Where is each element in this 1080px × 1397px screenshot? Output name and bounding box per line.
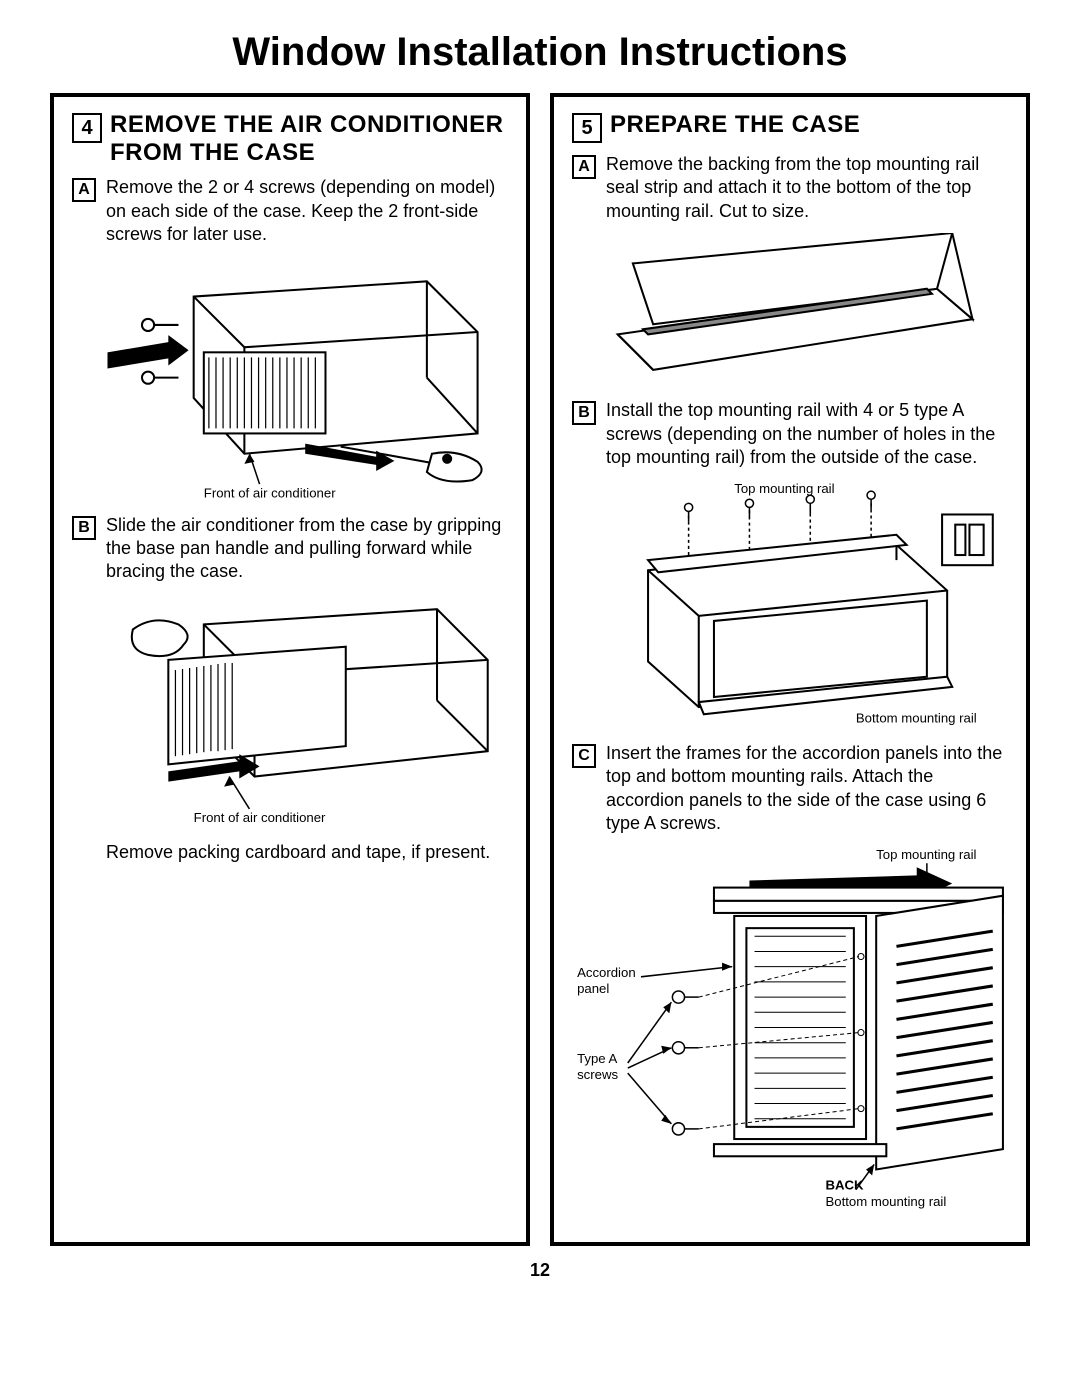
step-5-title: PREPARE THE CASE [610, 111, 860, 139]
substep-5A-text: Remove the backing from the top mounting… [606, 153, 1008, 223]
fig5c-accordion-label1: Accordion [577, 965, 636, 980]
section-4-heading: 4 REMOVE THE AIR CONDITIONER FROM THE CA… [72, 111, 508, 166]
substep-4A: A Remove the 2 or 4 screws (depending on… [72, 176, 508, 246]
substep-letter-B: B [72, 516, 96, 540]
substep-letter-A: A [72, 178, 96, 202]
step-4-number: 4 [72, 113, 102, 143]
page-title: Window Installation Instructions [50, 30, 1030, 75]
substep-5C: C Insert the frames for the accordion pa… [572, 742, 1008, 836]
fig4b-caption: Front of air conditioner [194, 810, 326, 825]
section-5-heading: 5 PREPARE THE CASE [572, 111, 1008, 143]
columns: 4 REMOVE THE AIR CONDITIONER FROM THE CA… [50, 93, 1030, 1246]
substep-5B-text: Install the top mounting rail with 4 or … [606, 399, 1008, 469]
substep-5C-text: Insert the frames for the accordion pane… [606, 742, 1008, 836]
substep-4A-text: Remove the 2 or 4 screws (depending on m… [106, 176, 508, 246]
left-column: 4 REMOVE THE AIR CONDITIONER FROM THE CA… [50, 93, 530, 1246]
figure-4B: Front of air conditioner [72, 594, 508, 827]
fig5b-top-label: Top mounting rail [734, 482, 834, 497]
substep-letter-C: C [572, 744, 596, 768]
fig5c-screws-label1: Type A [577, 1051, 617, 1066]
substep-5A: A Remove the backing from the top mounti… [572, 153, 1008, 223]
fig5c-screws-label2: screws [577, 1068, 618, 1083]
figure-5A [572, 233, 1008, 385]
substep-4B-text: Slide the air conditioner from the case … [106, 514, 508, 584]
fig5c-bottom-label: Bottom mounting rail [825, 1194, 946, 1209]
substep-5B: B Install the top mounting rail with 4 o… [572, 399, 1008, 469]
substep-letter-B: B [572, 401, 596, 425]
figure-5C: Top mounting rail [572, 845, 1008, 1210]
figure-5B: Top mounting rail [572, 479, 1008, 727]
fig5c-top-label: Top mounting rail [876, 848, 976, 863]
step-4-title: REMOVE THE AIR CONDITIONER FROM THE CASE [110, 111, 508, 166]
fig4a-caption: Front of air conditioner [204, 486, 336, 500]
step4-note: Remove packing cardboard and tape, if pr… [106, 841, 508, 864]
step-5-number: 5 [572, 113, 602, 143]
fig5c-back-label: BACK [825, 1178, 864, 1193]
fig5c-accordion-label2: panel [577, 981, 609, 996]
figure-4A: Front of air conditioner [72, 256, 508, 499]
page-number: 12 [50, 1260, 1030, 1281]
substep-letter-A: A [572, 155, 596, 179]
substep-4B: B Slide the air conditioner from the cas… [72, 514, 508, 584]
fig5b-bottom-label: Bottom mounting rail [856, 711, 977, 726]
right-column: 5 PREPARE THE CASE A Remove the backing … [550, 93, 1030, 1246]
